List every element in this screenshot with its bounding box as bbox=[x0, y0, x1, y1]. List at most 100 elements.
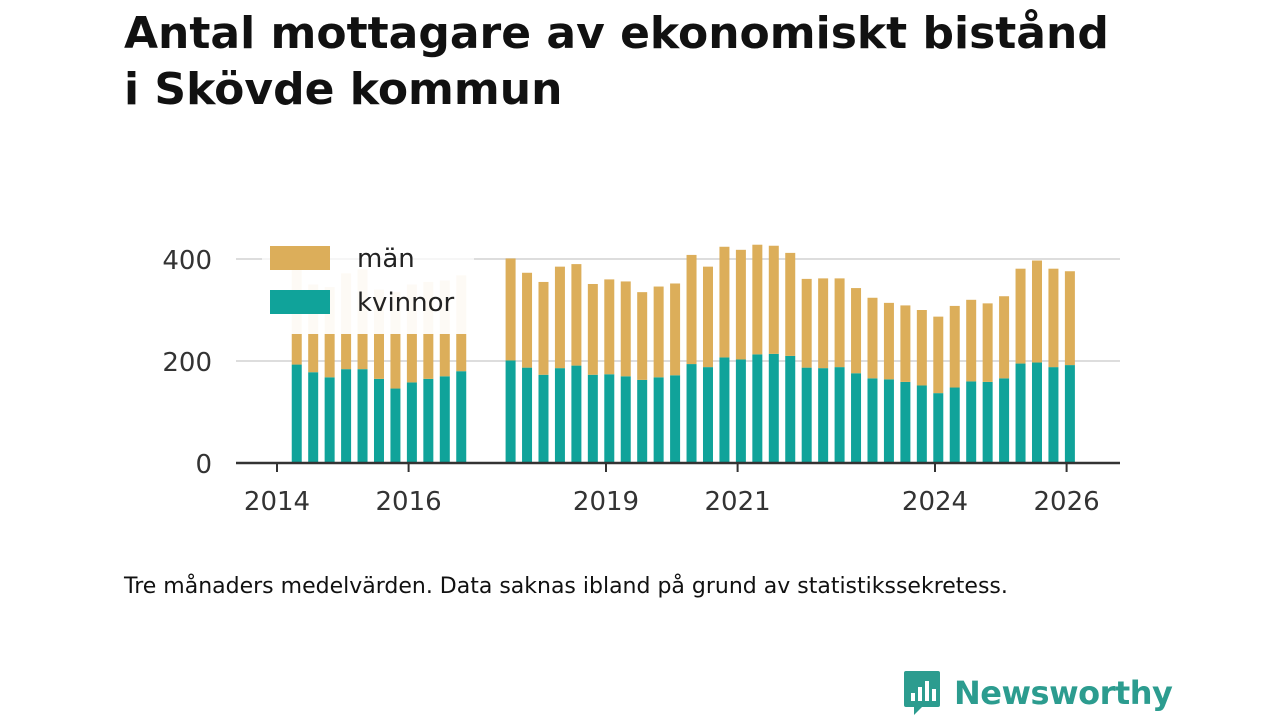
bar-man-5 bbox=[373, 333, 384, 379]
bar-kvinnor-2 bbox=[324, 377, 335, 463]
bar-kvinnor-24 bbox=[719, 357, 730, 463]
bar-man-32 bbox=[851, 288, 862, 374]
bar-kvinnor-3 bbox=[341, 369, 352, 463]
bar-kvinnor-15 bbox=[571, 365, 582, 463]
bar-man-1 bbox=[308, 333, 319, 373]
bar-man-17 bbox=[604, 279, 615, 375]
bar-man-45 bbox=[1064, 271, 1075, 366]
bar-kvinnor-40 bbox=[982, 381, 993, 463]
bar-kvinnor-38 bbox=[949, 387, 960, 463]
bar-kvinnor-22 bbox=[686, 364, 697, 463]
bar-man-9 bbox=[439, 333, 450, 377]
bar-man-36 bbox=[916, 310, 927, 386]
y-axis: 0 200 400 bbox=[162, 246, 212, 480]
legend-swatch-man bbox=[270, 246, 330, 270]
brand-name: Newsworthy bbox=[954, 674, 1173, 712]
bar-man-6 bbox=[390, 333, 401, 389]
bar-chart: 0 200 400 2014 2016 2019 2021 2024 2026 män kvin… bbox=[162, 238, 1120, 517]
bar-man-35 bbox=[900, 305, 911, 382]
bar-man-12 bbox=[522, 272, 533, 368]
newsworthy-bubble-icon bbox=[904, 671, 940, 715]
x-tick-label-2026: 2026 bbox=[1034, 487, 1100, 517]
bar-kvinnor-28 bbox=[785, 355, 796, 463]
x-tick-label-2019: 2019 bbox=[573, 487, 639, 517]
chart-caption: Tre månaders medelvärden. Data saknas ib… bbox=[124, 574, 1008, 599]
bar-kvinnor-14 bbox=[554, 368, 565, 463]
bar-man-27 bbox=[768, 245, 779, 354]
x-tick-label-2016: 2016 bbox=[376, 487, 442, 517]
bar-man-2 bbox=[324, 333, 335, 378]
bar-man-25 bbox=[735, 249, 746, 360]
bar-kvinnor-12 bbox=[522, 367, 533, 463]
bar-man-11 bbox=[505, 258, 516, 361]
chart-title: Antal mottagare av ekonomiskt bistånd i … bbox=[124, 6, 1204, 118]
y-tick-label-0: 0 bbox=[195, 450, 212, 480]
bar-kvinnor-0 bbox=[291, 364, 302, 463]
legend-label-man: män bbox=[357, 244, 415, 274]
bar-kvinnor-27 bbox=[768, 353, 779, 463]
bar-kvinnor-45 bbox=[1064, 365, 1075, 463]
bar-man-7 bbox=[406, 333, 417, 383]
bar-man-19 bbox=[637, 292, 648, 380]
bar-man-26 bbox=[752, 244, 763, 355]
bar-kvinnor-36 bbox=[916, 385, 927, 463]
bar-man-38 bbox=[949, 305, 960, 388]
bar-kvinnor-39 bbox=[966, 381, 977, 463]
bar-man-13 bbox=[538, 281, 549, 375]
y-tick-label-400: 400 bbox=[162, 246, 212, 276]
bar-man-18 bbox=[620, 281, 631, 377]
bar-man-23 bbox=[702, 266, 713, 368]
bar-kvinnor-21 bbox=[670, 375, 681, 463]
bar-man-43 bbox=[1031, 260, 1042, 363]
bar-kvinnor-44 bbox=[1048, 367, 1059, 463]
bar-man-21 bbox=[670, 283, 681, 376]
bar-man-39 bbox=[966, 299, 977, 382]
bar-kvinnor-7 bbox=[406, 382, 417, 463]
bar-kvinnor-1 bbox=[308, 372, 319, 463]
bar-man-10 bbox=[456, 333, 467, 372]
title-line-2: i Skövde kommun bbox=[124, 64, 563, 115]
bar-kvinnor-6 bbox=[390, 388, 401, 463]
newsworthy-logo[interactable]: Newsworthy bbox=[902, 668, 1173, 718]
bar-kvinnor-42 bbox=[1015, 363, 1026, 463]
x-tick-label-2024: 2024 bbox=[902, 487, 968, 517]
bar-man-40 bbox=[982, 303, 993, 382]
bar-man-0 bbox=[291, 333, 302, 365]
bar-kvinnor-34 bbox=[883, 379, 894, 463]
bar-kvinnor-8 bbox=[423, 378, 434, 463]
bar-kvinnor-33 bbox=[867, 378, 878, 463]
bar-man-41 bbox=[999, 296, 1010, 379]
bar-kvinnor-13 bbox=[538, 374, 549, 463]
bar-kvinnor-10 bbox=[456, 371, 467, 463]
bar-kvinnor-17 bbox=[604, 374, 615, 463]
y-tick-label-200: 200 bbox=[162, 348, 212, 378]
bar-man-16 bbox=[587, 283, 598, 375]
bar-kvinnor-4 bbox=[357, 369, 368, 463]
bar-kvinnor-25 bbox=[735, 359, 746, 463]
bar-kvinnor-37 bbox=[933, 393, 944, 463]
bar-kvinnor-16 bbox=[587, 374, 598, 463]
bar-man-30 bbox=[818, 278, 829, 369]
bar-man-20 bbox=[653, 286, 664, 378]
bar-kvinnor-19 bbox=[637, 379, 648, 463]
bar-man-4 bbox=[357, 333, 368, 370]
bar-kvinnor-18 bbox=[620, 376, 631, 463]
bar-man-3 bbox=[341, 333, 352, 370]
bar-kvinnor-41 bbox=[999, 378, 1010, 463]
legend: män kvinnor bbox=[262, 238, 474, 334]
bar-man-42 bbox=[1015, 268, 1026, 364]
bar-man-29 bbox=[801, 278, 812, 368]
bar-man-22 bbox=[686, 254, 697, 365]
bar-man-8 bbox=[423, 333, 434, 379]
bar-kvinnor-43 bbox=[1031, 362, 1042, 463]
bar-man-34 bbox=[883, 302, 894, 380]
bar-man-37 bbox=[933, 316, 944, 394]
bar-kvinnor-32 bbox=[851, 373, 862, 463]
bar-man-44 bbox=[1048, 268, 1059, 368]
bar-kvinnor-5 bbox=[373, 378, 384, 463]
title-line-1: Antal mottagare av ekonomiskt bistånd bbox=[124, 8, 1109, 59]
bar-kvinnor-29 bbox=[801, 367, 812, 463]
x-axis: 2014 2016 2019 2021 2024 2026 bbox=[236, 461, 1120, 517]
bar-kvinnor-30 bbox=[818, 368, 829, 463]
bar-man-14 bbox=[554, 266, 565, 369]
